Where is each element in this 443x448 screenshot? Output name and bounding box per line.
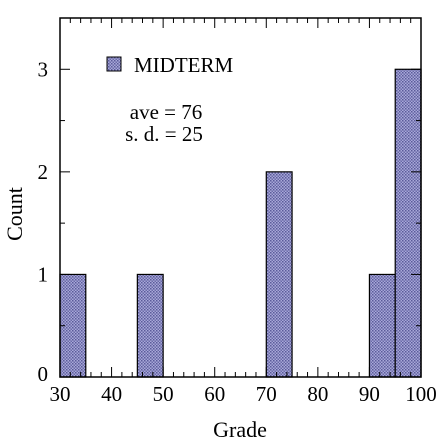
y-axis-title: Count bbox=[2, 187, 27, 241]
bar-70-75 bbox=[265, 171, 293, 378]
x-axis-title: Grade bbox=[213, 417, 267, 442]
x-tick-label: 90 bbox=[359, 382, 380, 406]
plot-frame bbox=[59, 17, 422, 378]
bar-45-50 bbox=[136, 273, 164, 378]
y-tick-label: 3 bbox=[38, 57, 49, 81]
sd-annotation: s. d. = 25 bbox=[125, 122, 203, 146]
y-tick-label: 2 bbox=[38, 160, 49, 184]
y-tick-label: 0 bbox=[38, 362, 49, 386]
tick-labels-layer: 30 40 50 60 70 80 90 100 0 1 2 3 bbox=[38, 57, 437, 406]
x-tick-label: 60 bbox=[204, 382, 225, 406]
y-tick-label: 1 bbox=[38, 262, 49, 286]
x-tick-label: 50 bbox=[153, 382, 174, 406]
x-tick-label: 40 bbox=[101, 382, 122, 406]
bar-90-95 bbox=[368, 273, 396, 378]
legend-label: MIDTERM bbox=[134, 53, 233, 77]
legend: MIDTERM bbox=[106, 53, 233, 77]
average-annotation: ave = 76 bbox=[130, 100, 203, 124]
bars-layer bbox=[59, 68, 422, 378]
legend-swatch bbox=[106, 56, 122, 72]
x-tick-label: 30 bbox=[50, 382, 71, 406]
ticks-layer bbox=[59, 17, 422, 378]
x-tick-label: 80 bbox=[307, 382, 328, 406]
x-tick-label: 100 bbox=[405, 382, 437, 406]
x-tick-label: 70 bbox=[256, 382, 277, 406]
